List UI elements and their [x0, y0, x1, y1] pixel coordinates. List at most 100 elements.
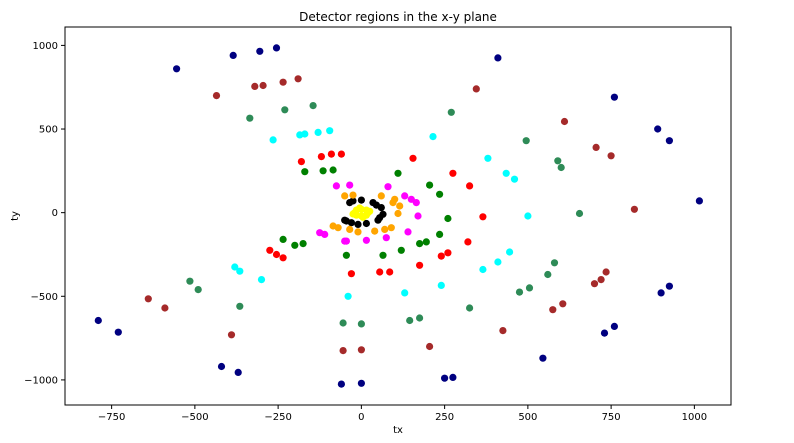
data-point [339, 347, 347, 355]
data-point [414, 212, 422, 220]
data-point [362, 236, 370, 244]
data-point [436, 230, 444, 238]
x-axis-label: tx [393, 425, 403, 436]
y-axis-label: ty [10, 211, 21, 221]
x-tick-label: 500 [518, 412, 537, 423]
data-point [394, 209, 402, 218]
y-tick-label: 500 [39, 125, 58, 136]
y-tick-label: 1000 [33, 41, 58, 52]
data-point [346, 225, 354, 233]
y-tick-label: −500 [31, 292, 58, 303]
data-point [316, 229, 324, 237]
data-point [544, 270, 552, 279]
data-point [217, 362, 226, 371]
data-point [314, 128, 322, 136]
data-point [212, 92, 221, 100]
data-point [557, 163, 565, 172]
data-point [437, 281, 445, 289]
data-point [337, 380, 345, 388]
data-point [407, 195, 415, 203]
data-point [429, 133, 437, 141]
data-point [357, 379, 365, 387]
data-point [406, 316, 414, 325]
data-point [610, 322, 619, 330]
data-point [602, 268, 610, 276]
data-point [630, 205, 639, 213]
data-point [479, 265, 487, 274]
data-point [272, 44, 281, 52]
data-point [447, 108, 455, 116]
data-point [510, 175, 519, 183]
x-tick-label: −250 [264, 412, 291, 423]
data-point [342, 251, 350, 259]
data-point [317, 153, 325, 161]
y-tick-label: 0 [52, 208, 58, 219]
data-point [394, 169, 402, 177]
data-point [494, 258, 502, 266]
x-tick-label: 1000 [682, 412, 707, 423]
data-point [416, 261, 424, 269]
data-point [362, 219, 370, 228]
data-point [444, 249, 452, 257]
data-point [357, 320, 365, 328]
data-point [294, 75, 302, 83]
data-point [194, 286, 202, 294]
data-point [401, 192, 409, 200]
data-point [327, 150, 335, 158]
data-point [94, 316, 102, 325]
data-point [397, 246, 405, 254]
data-point [449, 169, 457, 177]
data-point [386, 268, 394, 276]
data-point [231, 263, 239, 271]
data-point [256, 47, 264, 55]
data-point [359, 213, 367, 221]
data-point [299, 240, 307, 248]
x-tick-label: 0 [358, 412, 364, 423]
data-point [234, 368, 242, 376]
data-point [372, 201, 380, 209]
data-point [346, 181, 354, 189]
data-point [266, 246, 274, 254]
data-point [251, 82, 259, 90]
data-point [332, 182, 340, 190]
chart-title: Detector regions in the x-y plane [299, 10, 497, 24]
data-point [522, 137, 530, 145]
data-point [466, 182, 474, 190]
data-point [297, 158, 305, 166]
data-point [357, 196, 365, 204]
data-point [349, 191, 357, 199]
data-point [506, 248, 514, 256]
data-point [381, 225, 389, 233]
data-point [396, 202, 404, 210]
x-tick-label: 250 [435, 412, 454, 423]
data-point [499, 327, 507, 335]
data-point [409, 154, 417, 162]
data-point [281, 106, 289, 114]
data-point [404, 228, 412, 236]
data-point [376, 214, 384, 222]
data-point [114, 328, 122, 336]
data-point [272, 250, 281, 259]
data-point [356, 204, 364, 212]
data-point [436, 190, 444, 198]
x-tick-label: −750 [98, 412, 125, 423]
data-point [371, 227, 379, 235]
data-point [592, 143, 600, 151]
data-point [524, 212, 532, 220]
data-point [416, 314, 424, 322]
data-point [354, 220, 362, 228]
data-point [341, 216, 349, 224]
data-point [539, 354, 547, 362]
data-point [525, 284, 534, 292]
data-point [291, 241, 299, 249]
data-point [354, 228, 362, 236]
data-point [654, 125, 662, 133]
data-point [301, 168, 309, 176]
data-point [607, 152, 615, 160]
data-point [366, 207, 374, 215]
data-point [379, 251, 387, 259]
data-point [665, 137, 674, 145]
data-point [426, 181, 434, 189]
data-point [665, 282, 674, 290]
